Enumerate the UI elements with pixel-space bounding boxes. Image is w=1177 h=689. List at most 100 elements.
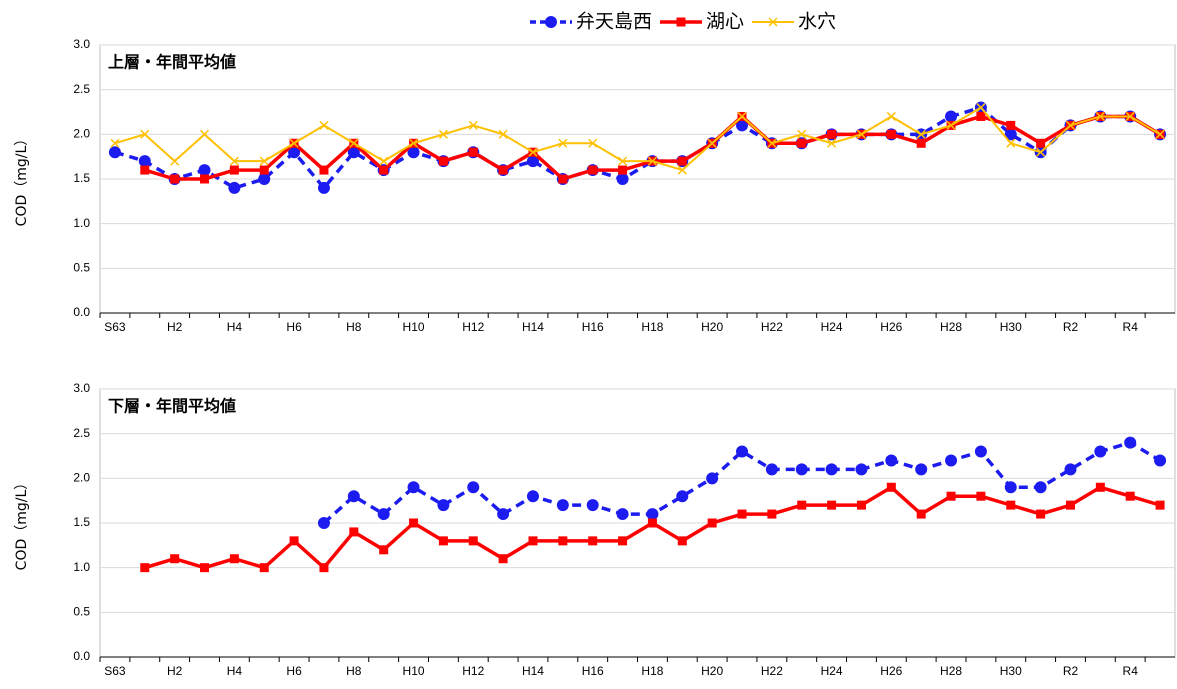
y-tick-label: 3.0: [73, 37, 90, 51]
marker: [885, 454, 898, 467]
legend-marker: [768, 17, 778, 27]
marker: [170, 554, 180, 564]
x-tick-label: H2: [167, 320, 183, 334]
marker: [677, 536, 687, 546]
marker: [797, 138, 807, 148]
marker: [1006, 120, 1016, 130]
marker: [438, 156, 448, 166]
x-tick-label: H28: [940, 664, 962, 678]
marker: [349, 138, 359, 148]
x-tick-label: H12: [462, 320, 484, 334]
marker: [1155, 500, 1165, 510]
marker: [676, 490, 689, 503]
legend-label: 弁天島西: [576, 11, 652, 33]
marker: [586, 499, 599, 512]
marker: [409, 138, 419, 148]
x-tick-label: H14: [522, 664, 544, 678]
marker: [976, 491, 986, 501]
marker: [200, 174, 210, 184]
marker: [1095, 482, 1105, 492]
legend-item: 水穴: [752, 11, 836, 33]
y-tick-label: 1.0: [73, 216, 90, 230]
marker: [497, 508, 510, 521]
marker: [827, 129, 837, 139]
panel-title: 下層・年間平均値: [108, 397, 236, 416]
marker: [1095, 111, 1105, 121]
marker: [945, 454, 958, 467]
x-tick-label: H6: [286, 664, 302, 678]
x-tick-label: H22: [761, 320, 783, 334]
series: [108, 101, 1167, 194]
marker: [498, 554, 508, 564]
x-tick-label: H2: [167, 664, 183, 678]
marker: [916, 129, 926, 139]
marker: [140, 129, 150, 139]
marker: [259, 156, 269, 166]
marker: [289, 536, 299, 546]
x-tick-label: H18: [641, 664, 663, 678]
marker: [319, 120, 329, 130]
marker: [468, 536, 478, 546]
marker: [677, 156, 687, 166]
marker: [228, 181, 241, 194]
marker: [438, 536, 448, 546]
series-line: [114, 105, 1161, 190]
marker: [200, 563, 210, 573]
y-tick-label: 0.5: [73, 261, 90, 275]
y-axis-label: COD（mg/L）: [14, 476, 30, 571]
marker: [1034, 481, 1047, 494]
marker: [199, 129, 210, 139]
marker: [110, 138, 120, 148]
marker: [407, 481, 420, 494]
marker: [677, 165, 687, 175]
x-tick-label: H14: [522, 320, 544, 334]
marker: [618, 165, 628, 175]
marker: [647, 156, 657, 166]
marker: [825, 463, 838, 476]
marker: [1094, 445, 1107, 458]
x-tick-label: H24: [821, 320, 843, 334]
marker: [827, 500, 837, 510]
y-tick-label: 1.0: [73, 560, 90, 574]
x-tick-label: H26: [880, 664, 902, 678]
marker: [1064, 463, 1077, 476]
series-line: [322, 440, 1161, 525]
marker: [258, 173, 271, 185]
marker: [140, 563, 150, 573]
marker: [946, 491, 956, 501]
y-tick-label: 2.0: [73, 471, 90, 485]
marker: [289, 138, 299, 148]
marker: [229, 165, 239, 175]
marker: [229, 156, 239, 166]
legend-item: 弁天島西: [530, 11, 652, 33]
x-tick-label: H8: [346, 320, 362, 334]
series: [110, 103, 1165, 175]
marker: [616, 508, 629, 521]
marker: [737, 111, 747, 121]
marker: [438, 129, 448, 139]
marker: [1154, 454, 1167, 467]
marker: [707, 138, 717, 148]
marker: [1036, 509, 1046, 519]
marker: [407, 146, 420, 159]
x-tick-label: S63: [104, 664, 126, 678]
marker: [409, 518, 419, 528]
legend-label: 湖心: [706, 11, 744, 33]
x-tick-label: H30: [1000, 320, 1022, 334]
marker: [558, 536, 568, 546]
marker: [170, 156, 180, 166]
marker: [736, 445, 749, 458]
marker: [1004, 128, 1017, 141]
marker: [498, 165, 508, 175]
marker: [736, 119, 749, 132]
marker: [647, 518, 657, 528]
y-tick-label: 3.0: [73, 381, 90, 395]
marker: [288, 146, 301, 159]
y-tick-label: 2.5: [73, 82, 90, 96]
x-tick-label: H16: [582, 320, 604, 334]
marker: [1036, 138, 1046, 148]
marker: [886, 129, 896, 139]
marker: [976, 103, 986, 113]
x-tick-label: H10: [403, 664, 425, 678]
